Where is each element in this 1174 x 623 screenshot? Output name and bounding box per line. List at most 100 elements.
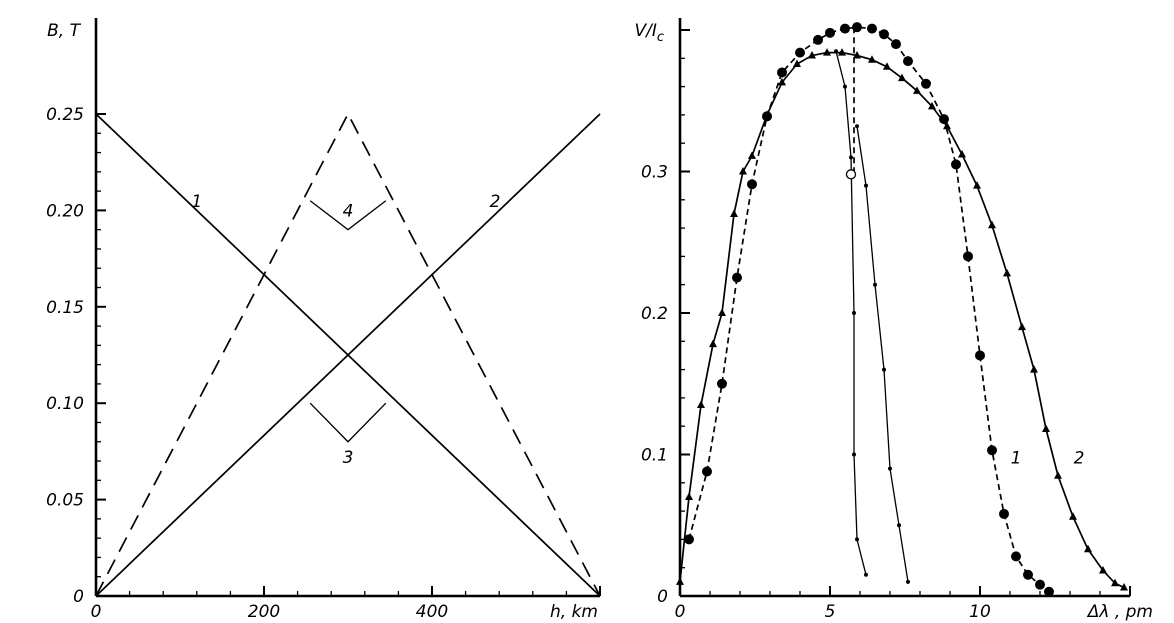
data-point-dot xyxy=(864,183,868,188)
bracket-3 xyxy=(309,402,387,443)
data-point-circle xyxy=(1011,551,1021,562)
data-point-triangle xyxy=(1069,512,1077,520)
x-tick-label: 400 xyxy=(416,602,448,622)
data-point-circle xyxy=(903,56,913,67)
data-point-dot xyxy=(882,367,886,372)
data-point-triangle xyxy=(868,55,876,63)
data-point-circle xyxy=(702,466,712,477)
data-point-dot xyxy=(864,572,868,577)
data-point-triangle xyxy=(1003,268,1011,277)
y-axis-label: B, T xyxy=(47,21,81,41)
data-point-dot xyxy=(888,466,892,471)
y-tick-label: 0.10 xyxy=(46,394,84,414)
data-point-dot xyxy=(855,537,859,542)
y-tick-label: 0.05 xyxy=(46,491,84,511)
data-point-triangle xyxy=(958,150,966,158)
data-point-triangle xyxy=(1111,578,1119,587)
y-tick-label: 0.2 xyxy=(641,304,668,324)
data-point-triangle xyxy=(853,50,861,59)
data-point-triangle xyxy=(883,62,891,70)
y-axis-label-main: V/I xyxy=(634,21,656,41)
data-point-circle xyxy=(795,47,805,58)
data-point-circle xyxy=(975,350,985,361)
data-point-circle xyxy=(999,508,1009,519)
data-point-dot xyxy=(906,579,910,584)
curve-label: 1 xyxy=(191,192,202,212)
data-point-triangle xyxy=(1099,566,1107,574)
curve-label: 2 xyxy=(490,192,501,212)
x-axis-label: Δλ , pm xyxy=(1086,602,1153,622)
data-point-triangle xyxy=(1084,544,1092,553)
data-point-triangle xyxy=(730,209,738,217)
x-tick-label: 200 xyxy=(248,602,280,622)
data-point-circle xyxy=(963,251,973,262)
data-point-triangle xyxy=(913,86,921,94)
data-point-circle xyxy=(891,39,901,50)
data-point-circle xyxy=(1044,586,1054,597)
panel-stokes-v-profile: 0 0.1 0.2 0.3 0 5 10 V/Ic Δλ , pm 1 2 xyxy=(634,18,1153,622)
data-point-circle xyxy=(987,445,997,456)
series-line-4 xyxy=(95,112,601,597)
data-point-dot xyxy=(873,282,877,287)
data-point-circle xyxy=(747,179,757,190)
y-axis-label-sub: c xyxy=(657,30,664,45)
curve-label: 4 xyxy=(343,201,354,221)
data-point-dot xyxy=(843,84,847,89)
data-point-dot xyxy=(897,523,901,528)
series-line-extra-3 xyxy=(856,126,909,583)
series-line-2 xyxy=(95,113,601,597)
data-point-triangle xyxy=(685,492,693,500)
data-point-triangle xyxy=(709,339,717,348)
data-point-triangle xyxy=(697,400,705,408)
data-point-circle xyxy=(732,272,742,283)
x-tick-label: 0 xyxy=(91,602,102,622)
y-tick-label: 0.3 xyxy=(641,163,668,183)
data-point-circle xyxy=(684,534,694,545)
data-point-triangle xyxy=(763,110,771,118)
data-point-triangle xyxy=(943,121,951,130)
data-point-circle xyxy=(840,23,850,34)
data-point-circle xyxy=(1023,569,1033,580)
curve-label: 1 xyxy=(1011,448,1022,468)
data-point-circle xyxy=(777,67,787,78)
curve-label: 3 xyxy=(343,448,354,468)
data-point-circle xyxy=(717,378,727,389)
data-point-triangle xyxy=(748,151,756,159)
data-point-circle xyxy=(825,27,835,38)
data-point-circle xyxy=(951,159,961,170)
x-tick-label: 0 xyxy=(675,602,686,622)
data-point-dot xyxy=(834,49,838,54)
data-point-triangle xyxy=(988,220,996,229)
bracket-4 xyxy=(309,200,387,231)
y-tick-label: 0.20 xyxy=(46,201,84,221)
data-point-triangle xyxy=(808,50,816,59)
panel-b-vs-height: 0 0.05 0.10 0.15 0.20 0.25 0 200 400 B, T h, km 1 2 3… xyxy=(46,18,601,622)
data-point-triangle xyxy=(1054,471,1062,479)
data-point-circle xyxy=(867,23,877,34)
data-point-triangle xyxy=(1120,583,1128,591)
data-point-triangle xyxy=(838,48,846,56)
data-point-dot xyxy=(849,155,853,160)
data-point-triangle xyxy=(898,73,906,82)
data-point-triangle xyxy=(676,577,684,585)
curve-label: 2 xyxy=(1074,448,1085,468)
x-axis-label: h, km xyxy=(550,602,598,622)
data-point-circle xyxy=(879,29,889,40)
open-point-marker xyxy=(845,169,857,180)
series-line-1 xyxy=(688,26,1050,593)
data-point-triangle xyxy=(1042,424,1050,433)
series-line-2 xyxy=(679,51,1125,589)
x-tick-label: 5 xyxy=(825,602,836,622)
data-point-dot xyxy=(855,124,859,129)
data-point-triangle xyxy=(739,167,747,175)
y-tick-label: 0.15 xyxy=(46,298,84,318)
y-tick-label: 0.25 xyxy=(46,105,84,125)
data-point-dot xyxy=(852,452,856,457)
data-point-triangle xyxy=(973,181,981,189)
data-point-circle xyxy=(1035,579,1045,590)
data-point-triangle xyxy=(718,308,726,316)
data-point-circle xyxy=(921,78,931,89)
data-point-dot xyxy=(852,311,856,315)
data-point-triangle xyxy=(823,48,831,56)
